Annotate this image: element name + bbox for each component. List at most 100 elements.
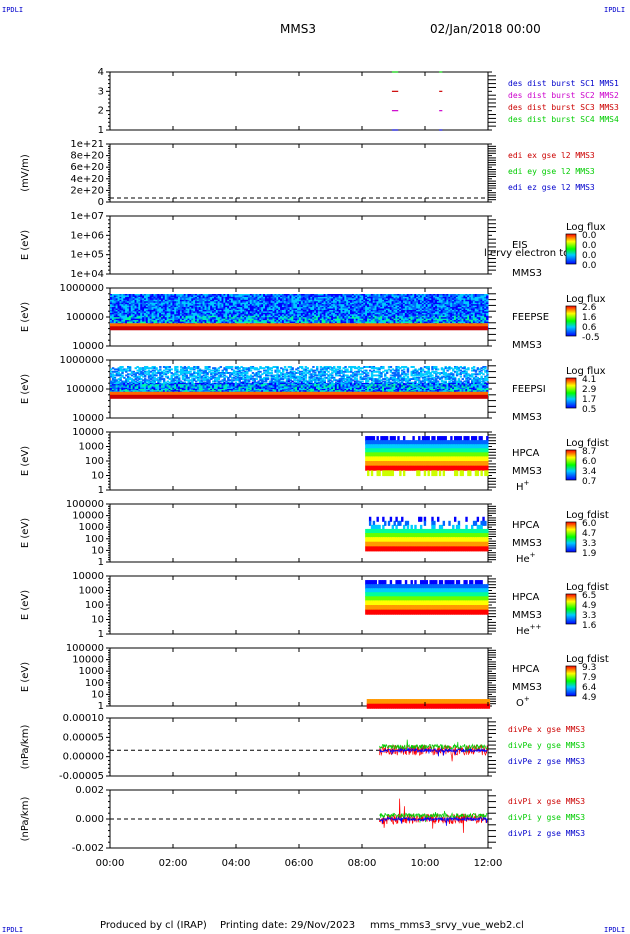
heat-cell <box>213 317 217 320</box>
heat-cell <box>166 314 170 317</box>
heat-cell <box>161 311 164 314</box>
heat-cell <box>230 295 234 298</box>
heat-cell <box>185 304 188 307</box>
heat-cell <box>193 314 196 317</box>
heat-cell <box>191 317 194 320</box>
heat-cell <box>176 308 179 311</box>
heat-cell <box>164 312 168 315</box>
heat-cell <box>193 299 196 302</box>
heat-cell <box>176 312 179 315</box>
heat-cell <box>225 317 228 320</box>
heat-cell <box>232 299 236 302</box>
heat-cell <box>119 321 122 324</box>
heat-cell <box>179 305 183 308</box>
heat-cell <box>212 318 215 321</box>
heat-cell <box>113 304 117 307</box>
heat-cell <box>119 296 122 299</box>
heat-cell <box>204 305 207 308</box>
heat-cell <box>140 294 143 296</box>
heat-cell <box>178 318 181 321</box>
heat-cell <box>227 318 230 321</box>
heat-cell <box>215 294 219 296</box>
heat-cell <box>125 318 128 321</box>
heat-cell <box>187 318 190 321</box>
heat-cell <box>206 318 209 321</box>
heat-cell <box>176 299 179 302</box>
heat-cell <box>196 299 200 302</box>
heat-cell <box>213 312 217 315</box>
heat-cell <box>157 296 160 299</box>
heat-cell <box>195 305 198 308</box>
heat-cell <box>127 294 130 296</box>
heat-cell <box>189 295 192 298</box>
heat-cell <box>217 302 221 305</box>
heat-cell <box>227 312 230 315</box>
heat-cell <box>234 294 238 296</box>
heat-cell <box>138 309 141 312</box>
heat-cell <box>213 308 217 311</box>
heat-cell <box>181 308 185 311</box>
y-tick-label: 1e+04 <box>70 269 104 280</box>
heat-cell <box>119 294 122 296</box>
heat-cell <box>223 295 226 298</box>
heat-cell <box>140 318 143 321</box>
heat-cell <box>162 299 166 302</box>
heat-cell <box>115 298 119 301</box>
heat-cell <box>229 299 232 302</box>
heat-cell <box>225 315 228 318</box>
heat-cell <box>223 318 226 321</box>
heat-cell <box>149 312 153 315</box>
heat-cell <box>193 294 196 296</box>
heat-cell <box>193 298 196 301</box>
heat-cell <box>123 302 126 305</box>
heat-cell <box>217 301 221 304</box>
heat-cell <box>236 309 240 312</box>
heat-cell <box>162 317 166 320</box>
heat-cell <box>232 301 236 304</box>
heat-cell <box>234 299 238 302</box>
heat-cell <box>142 321 145 324</box>
heat-cell <box>212 314 215 317</box>
heat-cell <box>153 299 156 302</box>
heat-cell <box>227 294 230 296</box>
heat-cell <box>145 308 149 311</box>
heat-cell <box>161 317 164 320</box>
heat-cell <box>145 307 149 309</box>
heat-cell <box>204 296 207 299</box>
heat-cell <box>174 299 177 302</box>
heat-cell <box>221 311 224 314</box>
heat-cell <box>161 294 164 296</box>
heat-cell <box>168 302 171 305</box>
heat-cell <box>151 321 154 324</box>
heat-cell <box>166 302 170 305</box>
y-tick-label: 2e+20 <box>70 185 104 196</box>
heat-cell <box>132 304 136 307</box>
heat-cell <box>206 307 209 309</box>
heat-cell <box>136 302 139 305</box>
heat-cell <box>149 320 153 323</box>
heat-cell <box>227 298 230 301</box>
heat-cell <box>181 309 185 312</box>
heat-cell <box>140 312 143 315</box>
heat-cell <box>193 311 196 314</box>
heat-cell <box>144 294 147 296</box>
heat-cell <box>217 304 221 307</box>
spacecraft-label: MMS3 <box>512 268 542 279</box>
heat-cell <box>130 308 134 311</box>
heat-cell <box>144 296 147 299</box>
heat-cell <box>138 299 141 302</box>
heat-cell <box>115 320 119 323</box>
heat-cell <box>123 305 126 308</box>
heat-cell <box>130 312 134 315</box>
heat-cell <box>147 298 151 301</box>
heat-cell <box>191 305 194 308</box>
heat-cell <box>149 321 153 324</box>
heat-cell <box>128 309 132 312</box>
heat-cell <box>196 307 200 309</box>
heat-cell <box>221 305 224 308</box>
heat-cell <box>161 304 164 307</box>
heat-cell <box>144 295 147 298</box>
heat-cell <box>179 294 183 296</box>
heat-cell <box>161 299 164 302</box>
heat-cell <box>213 321 217 324</box>
